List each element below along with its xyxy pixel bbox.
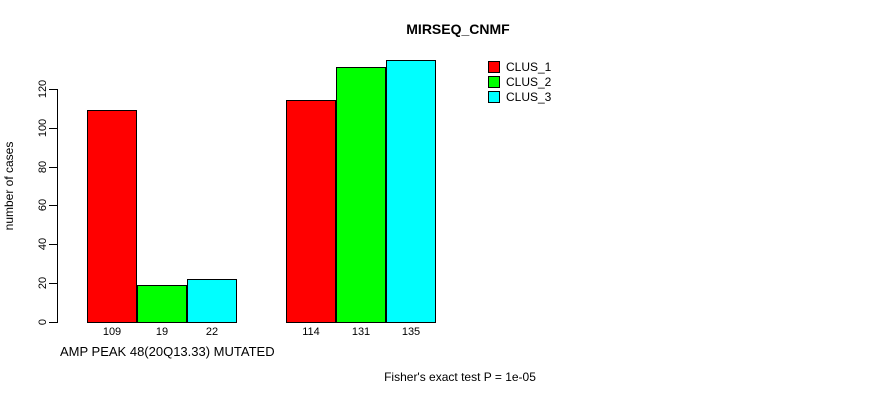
- legend: CLUS_1 CLUS_2 CLUS_3: [488, 61, 551, 106]
- bar-value-label: 22: [205, 326, 219, 338]
- legend-label: CLUS_2: [506, 75, 552, 89]
- bar-value-label: 109: [102, 326, 122, 338]
- y-tick: [49, 205, 57, 206]
- bar-clus_1-group1: [87, 110, 137, 323]
- y-tick-label: 20: [37, 276, 49, 290]
- legend-row: CLUS_3: [488, 91, 551, 103]
- y-tick-label: 40: [37, 237, 49, 251]
- x-axis-label: AMP PEAK 48(20Q13.33) MUTATED: [60, 344, 275, 359]
- y-tick-label: 120: [37, 79, 49, 99]
- bar-clus_2-group1: [137, 285, 187, 323]
- bar-value-label: 114: [302, 326, 320, 338]
- y-axis-label: number of cases: [2, 141, 16, 231]
- y-tick: [49, 167, 57, 168]
- bar-clus_2-group2: [336, 67, 386, 323]
- y-tick: [49, 89, 57, 90]
- y-tick: [49, 283, 57, 284]
- legend-row: CLUS_1: [488, 61, 551, 73]
- bar-clus_3-group2: [386, 60, 436, 323]
- y-tick: [49, 128, 57, 129]
- bar-clus_1-group2: [286, 100, 336, 323]
- legend-row: CLUS_2: [488, 76, 551, 88]
- bar-value-label: 19: [155, 326, 169, 338]
- y-tick-label: 80: [37, 160, 49, 174]
- legend-swatch-clus_3: [488, 91, 500, 103]
- y-tick: [49, 322, 57, 323]
- y-tick: [49, 244, 57, 245]
- legend-swatch-clus_1: [488, 61, 500, 73]
- legend-label: CLUS_3: [506, 90, 552, 104]
- legend-swatch-clus_2: [488, 76, 500, 88]
- y-tick-label: 100: [37, 118, 49, 138]
- footnote-text: Fisher's exact test P = 1e-05: [384, 370, 536, 384]
- y-axis-line: [57, 89, 58, 323]
- y-tick-label: 60: [37, 198, 49, 212]
- bar-value-label: 131: [351, 326, 371, 338]
- legend-label: CLUS_1: [506, 60, 552, 74]
- bar-value-label: 135: [401, 326, 421, 338]
- chart-title: MIRSEQ_CNMF: [406, 21, 510, 37]
- bar-clus_3-group1: [187, 279, 237, 323]
- y-tick-label: 0: [37, 318, 49, 326]
